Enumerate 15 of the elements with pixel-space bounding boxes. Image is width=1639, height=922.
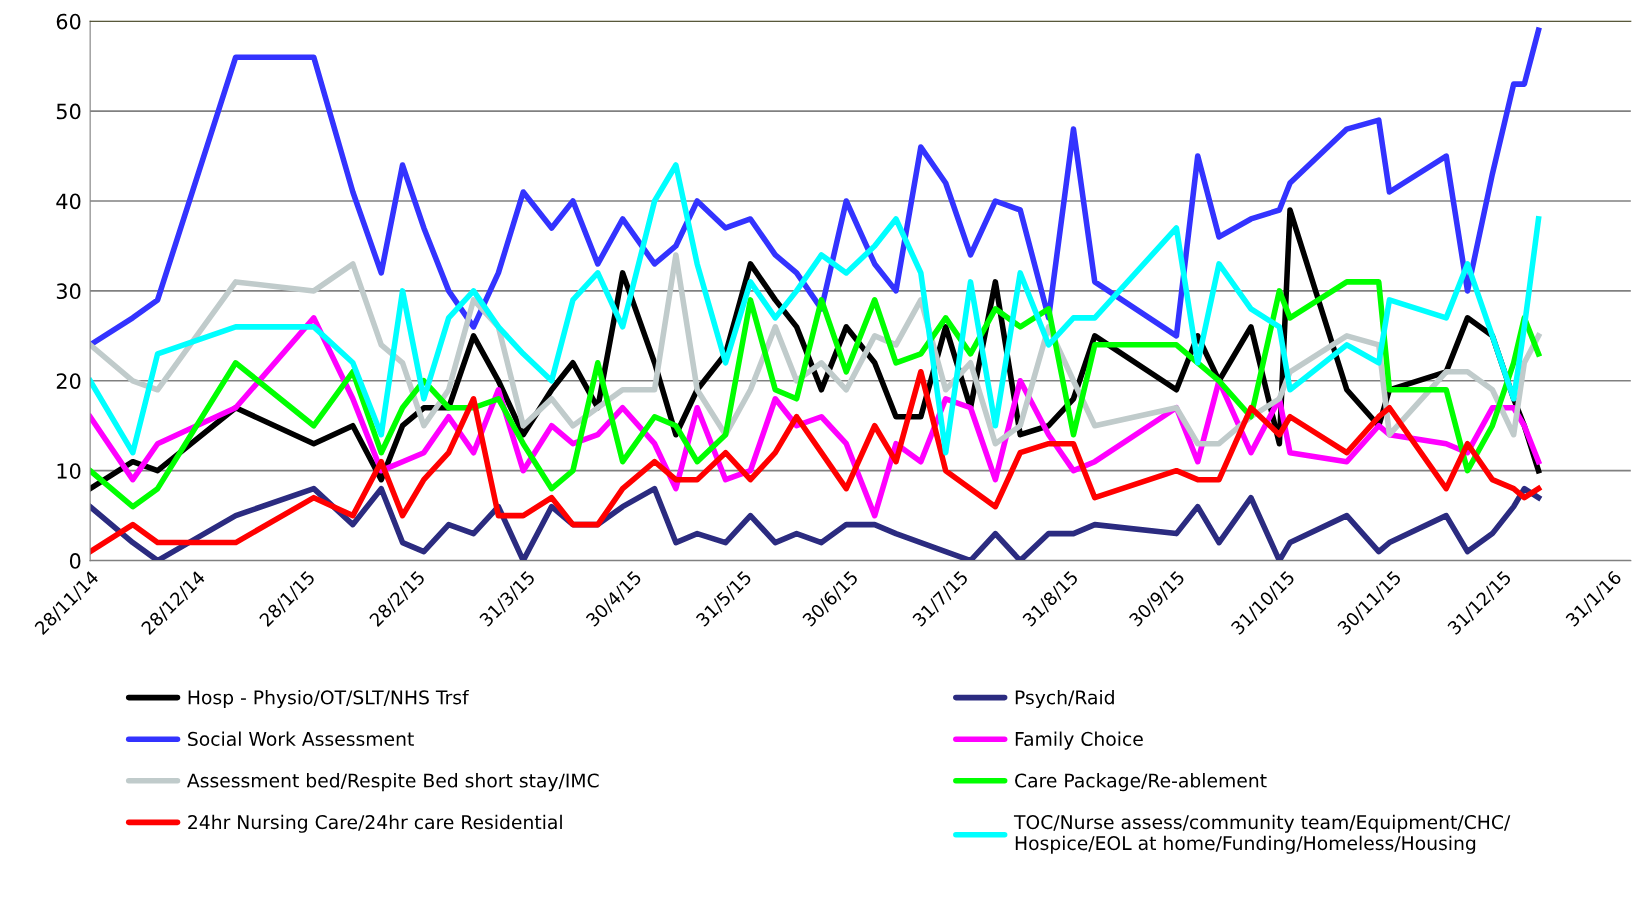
legend-label: Care Package/Re-ablement: [1015, 773, 1267, 792]
y-tick-label: 60: [56, 13, 81, 30]
y-tick-label: 0: [69, 553, 81, 569]
legend-label: 24hr Nursing Care/24hr care Residential: [188, 814, 562, 833]
y-tick-label: 40: [56, 193, 81, 210]
y-tick-label: 10: [57, 463, 81, 479]
legend-label: Hosp - Physio/OT/SLT/NHS Trsf: [188, 689, 470, 709]
y-tick-label: 50: [56, 103, 81, 120]
legend-label: TOC/Nurse assess/community team/Equipment/CHC/ Hospice/EOL at home/Funding/Homeless/Housing: [1013, 814, 1511, 854]
legend-label: Psych/Raid: [1015, 689, 1114, 709]
legend-label: Family Choice: [1015, 731, 1143, 750]
legend-label: Assessment bed/Respite Bed short stay/IMC: [187, 773, 599, 792]
y-tick-label: 20: [56, 373, 81, 389]
y-tick-label: 30: [56, 283, 81, 300]
legend-label: Social Work Assessment: [188, 731, 414, 747]
